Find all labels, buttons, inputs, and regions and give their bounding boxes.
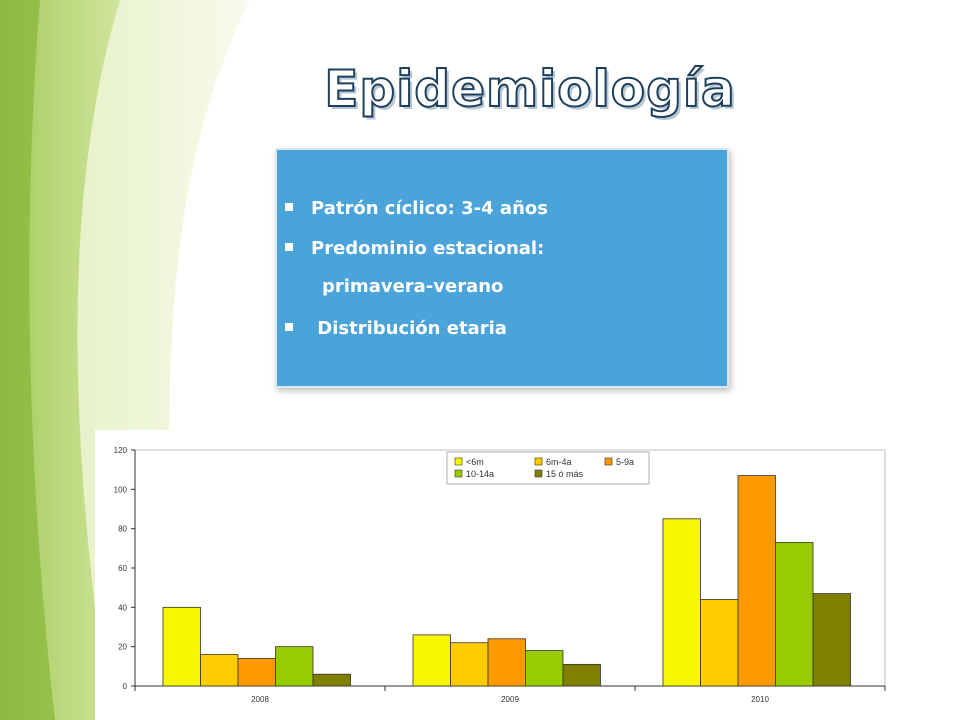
bar [200,654,239,687]
bar [812,593,851,687]
bullet-box: Patrón cíclico: 3-4 años Predominio esta… [275,148,729,388]
legend-label: <6m [466,457,484,467]
bar [275,646,314,687]
bullet-item: Patrón cíclico: 3-4 años [285,198,548,219]
bar [162,606,201,687]
bar [412,634,451,687]
bullet-square-icon [285,243,293,251]
bullet-item: Distribución etaria [285,318,507,339]
bar [487,638,526,687]
x-tick-label: 2008 [251,695,269,704]
bar [312,673,351,687]
legend-label: 15 ó más [546,469,584,479]
bar [562,663,601,687]
y-tick-label: 80 [118,525,127,534]
bullet-square-icon [285,203,293,211]
bar [237,658,276,687]
legend-label: 10-14a [466,469,494,479]
legend-box [446,451,650,485]
y-tick-label: 20 [118,643,127,652]
x-tick-label: 2010 [751,695,769,704]
bar [700,599,739,687]
y-tick-label: 60 [118,564,127,573]
legend-swatch [454,457,463,466]
bar-chart: 0 20 40 60 80 100 120 2008 2009 2010 <6m 6m-4a 5-9a 1… [95,430,905,720]
bullet-continuation: primavera-verano [322,276,504,297]
legend-swatch [534,469,543,478]
legend-swatch [454,469,463,478]
y-tick-label: 0 [123,682,128,691]
legend-label: 6m-4a [546,457,572,467]
bar [450,642,489,687]
chart-svg: 0 20 40 60 80 100 120 2008 2009 2010 <6m 6m-4a 5-9a 1… [95,430,905,720]
bullet-item: Predominio estacional: [285,238,544,259]
legend-swatch [604,457,613,466]
legend-swatch [534,457,543,466]
bullet-square-icon [285,323,293,331]
page-title: Epidemiología [323,59,736,119]
bar [775,542,814,687]
x-tick-label: 2009 [501,695,519,704]
bar [662,518,701,687]
bar [737,475,776,687]
bar [525,650,564,687]
y-tick-label: 100 [114,485,128,494]
legend-label: 5-9a [616,457,634,467]
y-tick-label: 120 [114,446,128,455]
y-tick-label: 40 [118,603,127,612]
